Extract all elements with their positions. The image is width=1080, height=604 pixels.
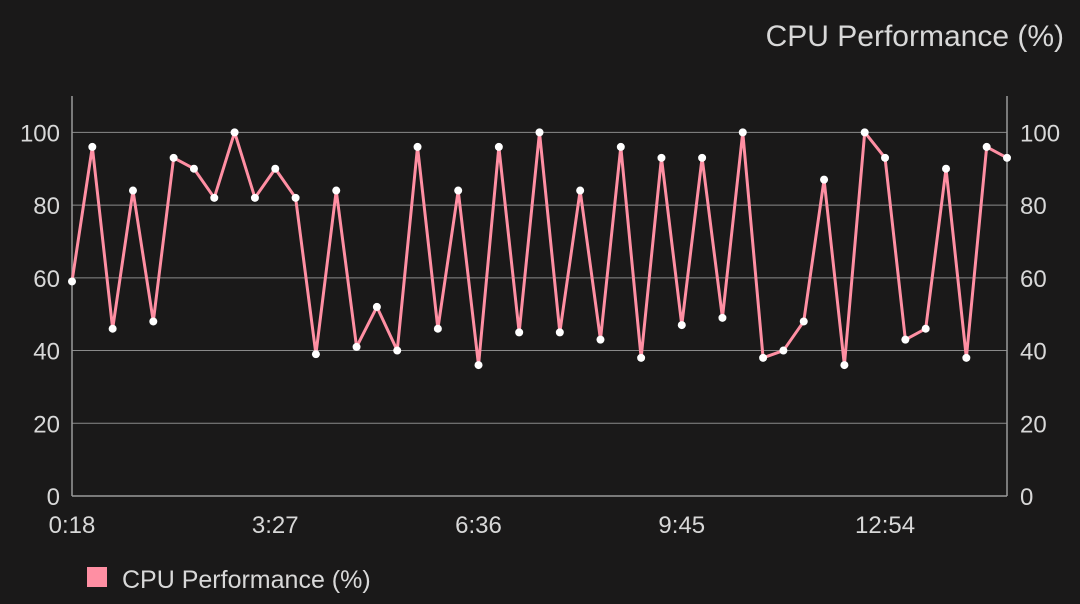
data-point[interactable] — [250, 193, 259, 202]
data-point[interactable] — [311, 350, 320, 359]
data-point[interactable] — [372, 302, 381, 311]
y-tick-right-80: 80 — [1020, 193, 1047, 220]
data-point[interactable] — [576, 186, 585, 195]
data-point[interactable] — [881, 153, 890, 162]
data-point[interactable] — [779, 346, 788, 355]
data-point[interactable] — [677, 321, 686, 330]
data-point[interactable] — [698, 153, 707, 162]
legend-label: CPU Performance (%) — [122, 566, 371, 594]
data-point[interactable] — [515, 328, 524, 337]
data-point[interactable] — [108, 324, 117, 333]
data-point[interactable] — [291, 193, 300, 202]
axes — [71, 96, 1008, 497]
data-point[interactable] — [616, 142, 625, 151]
y-tick-left-100: 100 — [20, 120, 60, 147]
data-point[interactable] — [68, 277, 76, 286]
y-tick-left-20: 20 — [33, 411, 60, 438]
data-point[interactable] — [474, 361, 483, 370]
x-tick-1: 3:27 — [252, 512, 299, 539]
data-point[interactable] — [535, 128, 544, 137]
data-point[interactable] — [799, 317, 808, 326]
y-tick-left-80: 80 — [33, 193, 60, 220]
y-tick-left-0: 0 — [47, 484, 60, 511]
data-point[interactable] — [901, 335, 910, 344]
data-point[interactable] — [494, 142, 503, 151]
data-point[interactable] — [962, 353, 971, 362]
data-point[interactable] — [352, 342, 361, 351]
data-point[interactable] — [169, 153, 178, 162]
x-tick-0: 0:18 — [49, 512, 96, 539]
data-point[interactable] — [820, 175, 829, 184]
legend[interactable]: CPU Performance (%) — [87, 566, 371, 594]
data-point[interactable] — [1003, 153, 1011, 162]
data-point[interactable] — [454, 186, 463, 195]
data-point[interactable] — [189, 164, 198, 173]
data-point[interactable] — [128, 186, 137, 195]
data-point[interactable] — [393, 346, 402, 355]
data-point[interactable] — [982, 142, 991, 151]
series-cpu-performance — [68, 128, 1011, 370]
x-tick-4: 12:54 — [855, 512, 915, 539]
y-tick-right-40: 40 — [1020, 339, 1047, 366]
data-point[interactable] — [555, 328, 564, 337]
y-tick-right-60: 60 — [1020, 266, 1047, 293]
data-point[interactable] — [738, 128, 747, 137]
data-point[interactable] — [942, 164, 951, 173]
data-point[interactable] — [921, 324, 930, 333]
y-axis-right-ticks: 0 20 40 60 80 100 — [1020, 120, 1060, 511]
data-point[interactable] — [88, 142, 97, 151]
data-point[interactable] — [860, 128, 869, 137]
data-point[interactable] — [596, 335, 605, 344]
gridlines — [72, 131, 1007, 424]
chart-title: CPU Performance (%) — [766, 20, 1064, 53]
y-axis-left-ticks: 0 20 40 60 80 100 — [20, 120, 60, 511]
y-tick-right-100: 100 — [1020, 120, 1060, 147]
data-point[interactable] — [433, 324, 442, 333]
data-point[interactable] — [718, 313, 727, 322]
data-point[interactable] — [210, 193, 219, 202]
y-tick-right-20: 20 — [1020, 411, 1047, 438]
data-point[interactable] — [149, 317, 158, 326]
legend-swatch — [87, 567, 107, 587]
data-point[interactable] — [759, 353, 768, 362]
y-tick-right-0: 0 — [1020, 484, 1033, 511]
y-tick-left-60: 60 — [33, 266, 60, 293]
x-tick-2: 6:36 — [455, 512, 502, 539]
data-point[interactable] — [840, 361, 849, 370]
data-point[interactable] — [413, 142, 422, 151]
y-tick-left-40: 40 — [33, 339, 60, 366]
data-point[interactable] — [637, 353, 646, 362]
data-point[interactable] — [271, 164, 280, 173]
data-point[interactable] — [657, 153, 666, 162]
x-tick-3: 9:45 — [658, 512, 705, 539]
data-point[interactable] — [332, 186, 341, 195]
x-axis-ticks: 0:18 3:27 6:36 9:45 12:54 — [49, 512, 915, 539]
data-point[interactable] — [230, 128, 239, 137]
series-line — [70, 130, 1008, 367]
